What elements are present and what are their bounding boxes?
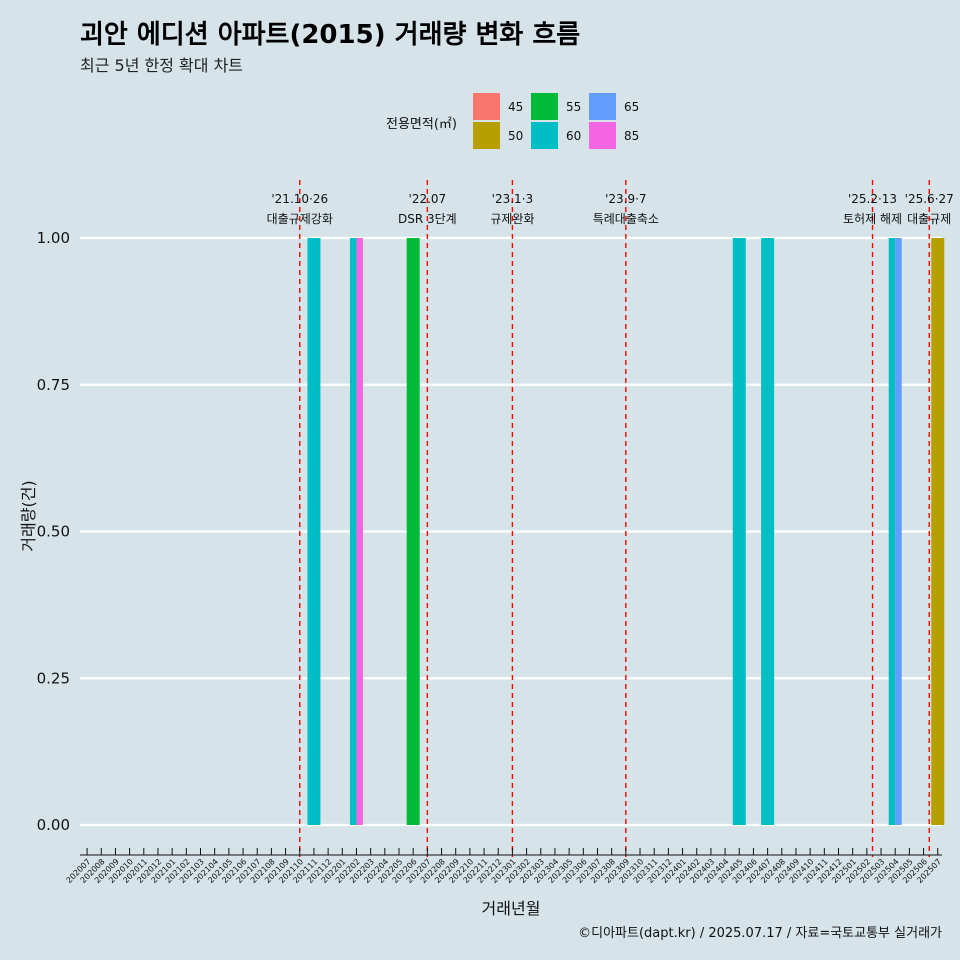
bar [356, 238, 363, 825]
y-tick-label: 0.00 [37, 816, 70, 834]
y-tick-label: 1.00 [37, 229, 70, 247]
chart-title: 괴안 에디션 아파트(2015) 거래량 변화 흐름 [80, 20, 581, 50]
source-caption: ©디아파트(dapt.kr) / 2025.07.17 / 자료=국토교통부 실… [578, 926, 942, 941]
event-lines: '21.10·26 대출규제강화 '22.07 DSR 3단계 '23.1·3 규제완화 '… [267, 180, 954, 857]
event-name-label: 대출규제강화 [267, 212, 333, 226]
legend-swatch [531, 122, 558, 149]
bar [307, 238, 321, 825]
legend: 전용면적(㎡) 45 50 55 60 65 85 [386, 93, 639, 149]
bar [732, 238, 746, 825]
legend-label: 85 [624, 129, 639, 143]
bar [895, 238, 902, 825]
legend-swatch [473, 93, 500, 120]
event-name-label: DSR 3단계 [398, 212, 457, 226]
bar [888, 238, 896, 825]
event-date-label: '21.10·26 [271, 192, 328, 206]
legend-label: 65 [624, 100, 639, 114]
y-tick-label: 0.50 [37, 523, 70, 541]
bar [761, 238, 775, 825]
x-axis: 2020072020082020092020102020112020122021… [65, 848, 943, 885]
legend-label: 60 [566, 129, 581, 143]
bar [349, 238, 357, 825]
y-axis: 0.00 0.25 0.50 0.75 1.00 [37, 229, 70, 834]
legend-swatch [589, 122, 616, 149]
legend-swatch [531, 93, 558, 120]
y-axis-label: 거래량(건) [19, 480, 38, 551]
event-name-label: 토허제 해제 [843, 212, 902, 226]
bar [931, 238, 945, 825]
x-axis-label: 거래년월 [482, 899, 541, 918]
event-date-label: '23.1·3 [492, 192, 533, 206]
legend-label: 50 [508, 129, 523, 143]
chart-subtitle: 최근 5년 한정 확대 차트 [80, 56, 244, 75]
y-tick-label: 0.75 [37, 376, 70, 394]
event-date-label: '25.2·13 [848, 192, 897, 206]
event-name-label: 특례대출축소 [593, 212, 659, 226]
bars [307, 238, 945, 825]
event-name-label: 대출규제 [907, 212, 951, 226]
event-date-label: '23.9·7 [605, 192, 646, 206]
legend-swatch [473, 122, 500, 149]
legend-swatch [589, 93, 616, 120]
legend-label: 55 [566, 100, 581, 114]
bar [406, 238, 420, 825]
event-name-label: 규제완화 [490, 212, 534, 226]
event-date-label: '25.6·27 [905, 192, 954, 206]
legend-label: 45 [508, 100, 523, 114]
y-tick-label: 0.25 [37, 669, 70, 687]
event-date-label: '22.07 [409, 192, 447, 206]
gridlines [80, 236, 942, 827]
legend-title: 전용면적(㎡) [386, 117, 457, 132]
